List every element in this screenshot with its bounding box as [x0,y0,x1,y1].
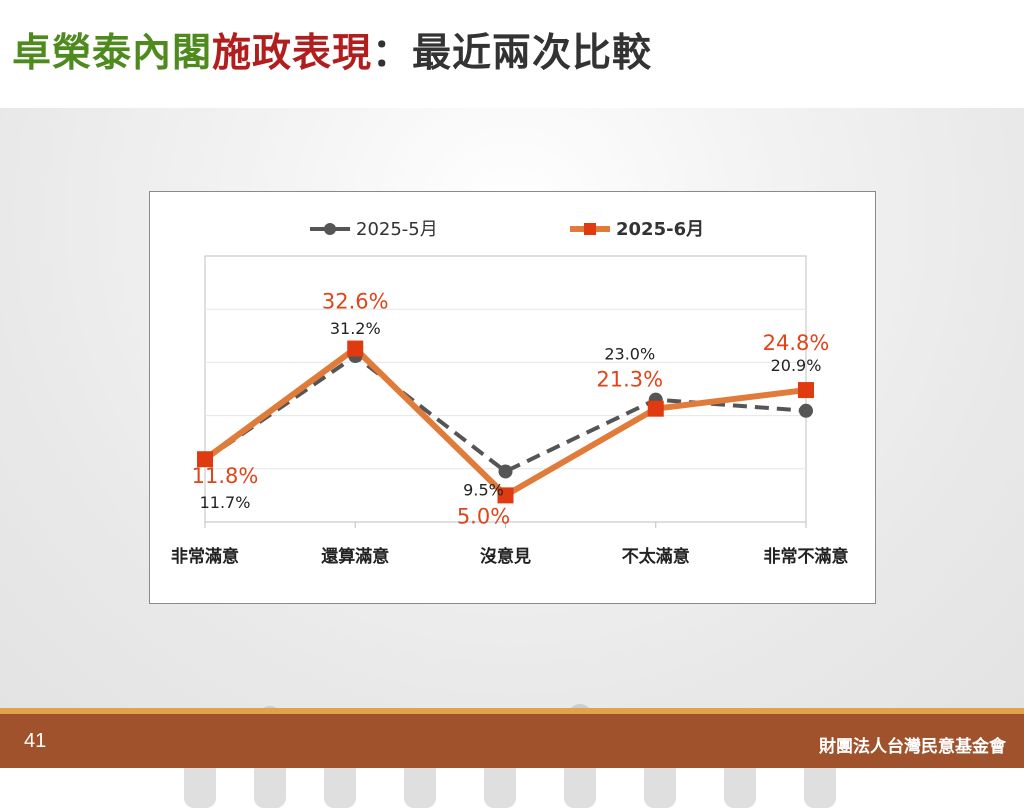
title-part-0: 卓榮泰內閣 [12,31,213,76]
data-label-2025-6: 32.6% [322,290,389,314]
data-label-2025-5: 9.5% [463,480,504,499]
organization-name: 財團法人台灣民意基金會 [819,737,1006,757]
data-label-2025-6: 24.8% [763,331,830,355]
x-tick-label: 非常不滿意 [764,546,849,567]
page-number: 41 [24,730,47,752]
data-label-2025-6: 5.0% [457,504,510,528]
x-tick-label: 非常滿意 [171,546,239,567]
data-point-2025-6 [798,382,814,399]
data-point-2025-6 [647,400,664,417]
x-tick-label: 沒意見 [480,546,531,567]
x-tick-label: 不太滿意 [622,546,690,567]
data-label-2025-6: 21.3% [596,368,663,392]
data-label-2025-5: 23.0% [604,345,655,364]
line-chart: 非常滿意 還算滿意 沒意見 不太滿意 非常不滿意 2025-5月 2025-6月 11.7% 3… [171,219,849,567]
legend-marker-2025-6 [584,223,596,235]
slide-title: 卓榮泰內閣施政表現：最近兩次比較 [12,22,652,78]
footer-accent-line [0,708,1024,714]
title-part-2: ：最近兩次比較 [372,31,653,76]
data-point-2025-5 [498,464,513,479]
data-point-2025-6 [347,340,364,357]
legend-label-2025-5: 2025-5月 [356,219,438,240]
plot-area [204,255,807,523]
legend-marker-2025-5 [324,223,336,235]
data-label-2025-6: 11.8% [192,464,259,488]
x-tick-label: 還算滿意 [321,546,389,567]
chart-panel: 非常滿意 還算滿意 沒意見 不太滿意 非常不滿意 2025-5月 2025-6月 11.7% 3… [149,191,876,604]
series-line-2025-5 [203,354,807,474]
data-point-2025-5 [799,403,813,418]
slide-header: 卓榮泰內閣施政表現：最近兩次比較 [0,0,1024,108]
data-label-2025-5: 31.2% [330,319,381,338]
data-point-2025-6 [197,451,213,468]
legend-label-2025-6: 2025-6月 [616,219,704,240]
data-label-2025-5: 11.7% [200,493,251,512]
title-part-1: 施政表現 [212,31,373,76]
slide-footer: 41 財團法人台灣民意基金會 [0,714,1024,768]
data-label-2025-5: 20.9% [771,356,822,375]
data-point-2025-6 [497,487,514,504]
